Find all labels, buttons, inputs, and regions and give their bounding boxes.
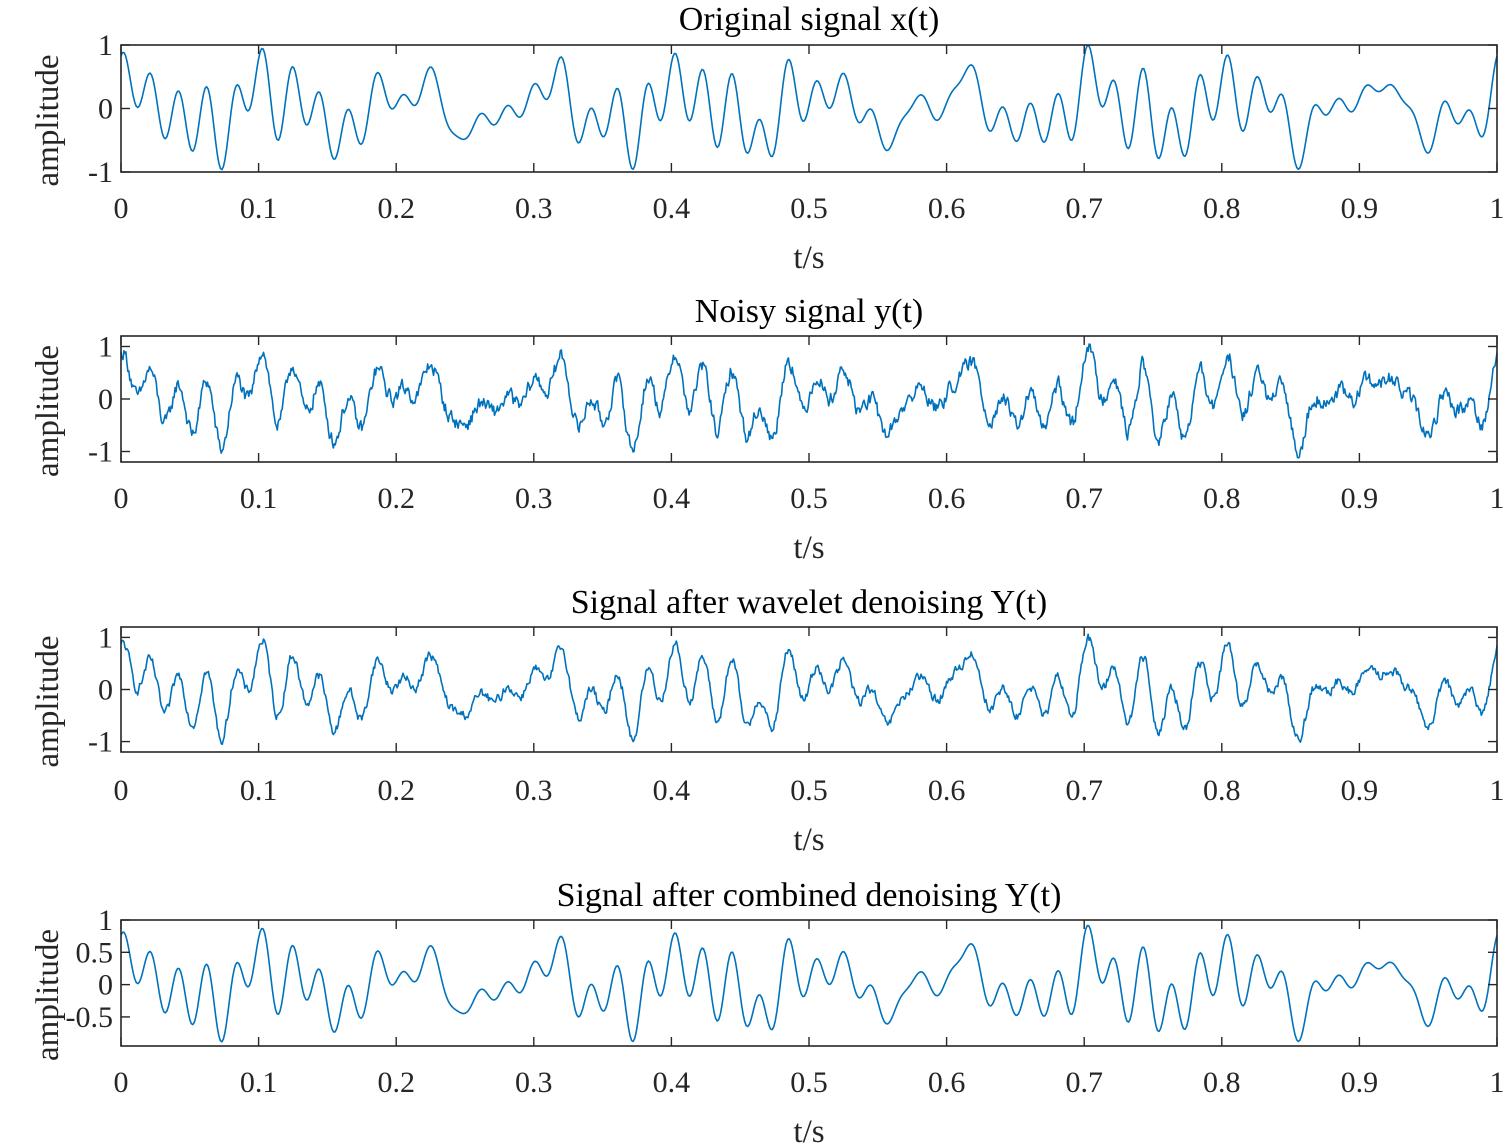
y-axis-label: amplitude	[30, 929, 66, 1061]
x-tick-label: 0.5	[790, 192, 828, 225]
x-tick-label: 0.4	[653, 774, 691, 807]
x-tick-label: 0.9	[1341, 482, 1379, 515]
y-axis-label: amplitude	[30, 345, 66, 477]
subplot-2: Noisy signal y(t) 0 0.1 0.2 0.3 0.4 0.5 0.6 0.7 0…	[30, 293, 1505, 566]
x-tick-label: 0.6	[928, 774, 966, 807]
x-tick-label: 0.2	[377, 192, 415, 225]
y-tick-label: 0	[98, 674, 113, 707]
series-line	[120, 343, 1498, 459]
x-tick-label: 0.4	[653, 1066, 691, 1099]
x-tick-label: 0.7	[1065, 482, 1103, 515]
x-tick-label: 0.2	[377, 1066, 415, 1099]
x-tick-label: 0.8	[1203, 482, 1241, 515]
y-axis-label: amplitude	[30, 636, 66, 768]
x-tick-label: 0.1	[240, 482, 278, 515]
x-tick-label: 1	[1490, 1066, 1505, 1099]
x-tick-label: 0.6	[928, 482, 966, 515]
y-tick-label: 1	[98, 904, 113, 937]
x-tick-label: 0.5	[790, 774, 828, 807]
subplot-4: Signal after combined denoising Y(t) 0 0.1…	[30, 877, 1505, 1148]
y-tick-label: 0.5	[76, 936, 114, 969]
x-tick-label: 0.7	[1065, 192, 1103, 225]
x-tick-label: 0.6	[928, 192, 966, 225]
x-tick-label: 0.3	[515, 192, 553, 225]
subplot-3: Signal after wavelet denoising Y(t) 0 0.1 0…	[30, 584, 1505, 858]
x-tick-label: 0	[114, 482, 129, 515]
x-tick-label: 0.3	[515, 1066, 553, 1099]
y-tick-label: 0	[98, 93, 113, 126]
x-axis-label: t/s	[793, 240, 824, 276]
x-tick-label: 0.7	[1065, 774, 1103, 807]
subplot-title: Signal after wavelet denoising Y(t)	[571, 584, 1047, 621]
subplot-title: Signal after combined denoising Y(t)	[557, 877, 1062, 914]
x-tick-label: 0.8	[1203, 774, 1241, 807]
x-axis-label: t/s	[793, 530, 824, 566]
x-tick-label: 0.3	[515, 482, 553, 515]
y-tick-label: 0	[98, 969, 113, 1002]
y-tick-label: -1	[88, 726, 113, 759]
y-axis-label: amplitude	[30, 55, 66, 187]
x-tick-label: 0.4	[653, 192, 691, 225]
x-tick-label: 1	[1490, 192, 1505, 225]
x-tick-label: 0.6	[928, 1066, 966, 1099]
x-tick-label: 0.9	[1341, 192, 1379, 225]
series-line	[120, 44, 1498, 171]
y-tick-label: -1	[88, 156, 113, 189]
series-line	[120, 924, 1498, 1043]
x-tick-label: 0.5	[790, 482, 828, 515]
subplot-title: Noisy signal y(t)	[695, 293, 924, 330]
x-tick-label: 0	[114, 774, 129, 807]
y-tick-label: -0.5	[66, 1001, 114, 1034]
y-tick-label: 1	[98, 29, 113, 62]
x-tick-label: 0	[114, 1066, 129, 1099]
y-tick-label: 0	[98, 383, 113, 416]
y-tick-label: -1	[88, 436, 113, 469]
y-tick-label: 1	[98, 621, 113, 654]
x-tick-label: 0.7	[1065, 1066, 1103, 1099]
subplot-1: Original signal x(t) 0 0.1 0.2 0.3 0.4 0.5 0.6 0…	[30, 1, 1505, 276]
y-tick-label: 1	[98, 331, 113, 364]
x-axis-label: t/s	[793, 1114, 824, 1148]
series-line	[120, 633, 1498, 746]
x-tick-label: 0.1	[240, 192, 278, 225]
x-tick-label: 0.2	[377, 774, 415, 807]
x-tick-label: 0	[114, 192, 129, 225]
x-tick-label: 1	[1490, 774, 1505, 807]
x-tick-label: 0.5	[790, 1066, 828, 1099]
x-tick-label: 0.9	[1341, 774, 1379, 807]
x-tick-label: 1	[1490, 482, 1505, 515]
x-tick-label: 0.1	[240, 774, 278, 807]
subplot-title: Original signal x(t)	[679, 1, 940, 38]
x-axis-label: t/s	[793, 822, 824, 858]
x-tick-label: 0.8	[1203, 1066, 1241, 1099]
x-tick-label: 0.3	[515, 774, 553, 807]
x-tick-label: 0.9	[1341, 1066, 1379, 1099]
x-tick-label: 0.4	[653, 482, 691, 515]
x-tick-label: 0.1	[240, 1066, 278, 1099]
x-tick-label: 0.8	[1203, 192, 1241, 225]
x-tick-label: 0.2	[377, 482, 415, 515]
